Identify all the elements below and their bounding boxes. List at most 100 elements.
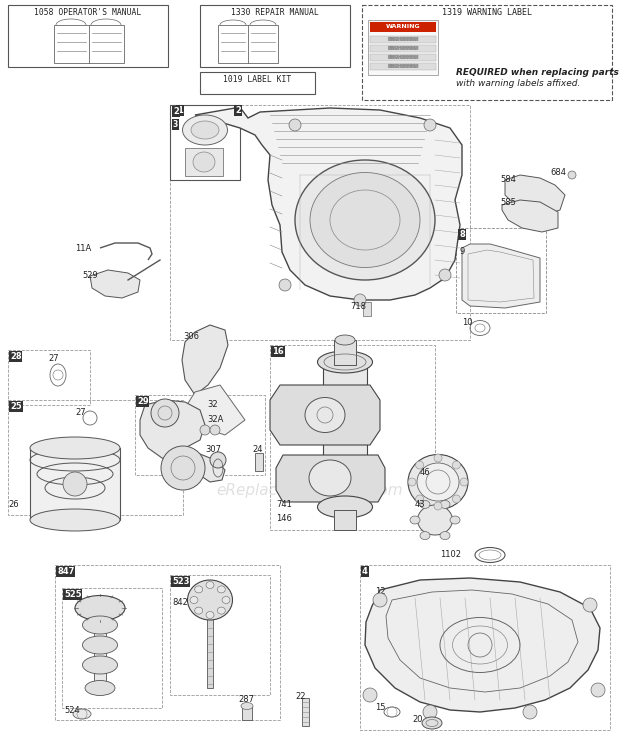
Bar [456, 228, 546, 313]
Ellipse shape [191, 121, 219, 139]
Bar [270, 345, 435, 530]
Circle shape [415, 495, 423, 503]
Bar [170, 105, 470, 340]
Ellipse shape [420, 532, 430, 539]
Text: 287: 287 [238, 695, 254, 704]
Ellipse shape [206, 612, 214, 618]
Polygon shape [182, 325, 228, 395]
Text: 20: 20 [412, 715, 422, 724]
Bar [8, 5, 168, 67]
Text: REQUIRED when replacing parts: REQUIRED when replacing parts [456, 68, 619, 77]
Text: 146: 146 [276, 514, 292, 523]
Text: 523: 523 [172, 577, 190, 586]
Text: 1: 1 [177, 106, 183, 115]
Bar [370, 36, 436, 43]
Bar [255, 453, 263, 471]
Text: 1319 WARNING LABEL: 1319 WARNING LABEL [442, 8, 532, 17]
Text: 1019 LABEL KIT: 1019 LABEL KIT [223, 75, 291, 84]
Text: ▓▓▓▓▓▓▓▓▓▓: ▓▓▓▓▓▓▓▓▓▓ [388, 37, 418, 41]
Text: 11A: 11A [75, 244, 91, 253]
Polygon shape [90, 270, 140, 298]
Circle shape [583, 598, 597, 612]
Ellipse shape [182, 115, 228, 145]
Ellipse shape [310, 173, 420, 268]
Ellipse shape [190, 597, 198, 603]
Bar [94, 608, 106, 688]
Text: 28: 28 [10, 352, 22, 361]
Text: ▓▓▓▓▓▓▓▓▓▓: ▓▓▓▓▓▓▓▓▓▓ [388, 55, 418, 59]
Text: eReplacementParts.com: eReplacementParts.com [216, 483, 404, 498]
Ellipse shape [317, 496, 373, 518]
Circle shape [373, 593, 387, 607]
Bar [370, 22, 436, 32]
Polygon shape [365, 578, 600, 712]
Circle shape [523, 705, 537, 719]
Ellipse shape [218, 586, 225, 593]
Polygon shape [462, 244, 540, 308]
Circle shape [151, 399, 179, 427]
Ellipse shape [82, 616, 118, 634]
Circle shape [289, 119, 301, 131]
Circle shape [453, 495, 461, 503]
Text: 2: 2 [173, 107, 179, 116]
Circle shape [434, 454, 442, 462]
Ellipse shape [440, 501, 450, 508]
Circle shape [453, 461, 461, 469]
Text: ▓▓▓▓▓▓▓▓▓▓: ▓▓▓▓▓▓▓▓▓▓ [388, 64, 418, 68]
Text: 43: 43 [415, 500, 425, 509]
Text: 12: 12 [375, 587, 386, 596]
Circle shape [63, 472, 87, 496]
Bar [323, 362, 367, 507]
Text: 684: 684 [550, 168, 566, 177]
Ellipse shape [75, 595, 125, 620]
Ellipse shape [206, 582, 214, 589]
Text: 718: 718 [350, 302, 366, 311]
Circle shape [363, 688, 377, 702]
Circle shape [200, 425, 210, 435]
Text: 1102: 1102 [440, 550, 461, 559]
Circle shape [354, 294, 366, 306]
Text: with warning labels affixed.: with warning labels affixed. [456, 79, 580, 88]
Text: 15: 15 [375, 703, 386, 712]
Ellipse shape [408, 455, 468, 510]
Text: 524: 524 [64, 706, 80, 715]
Bar [200, 72, 315, 94]
Polygon shape [195, 108, 462, 300]
Ellipse shape [195, 607, 203, 614]
Text: 29: 29 [137, 397, 149, 406]
Bar [185, 148, 223, 176]
Text: 27: 27 [75, 408, 86, 417]
Text: 1058 OPERATOR'S MANUAL: 1058 OPERATOR'S MANUAL [34, 8, 141, 17]
Text: 307: 307 [205, 445, 221, 454]
Ellipse shape [450, 516, 460, 524]
Text: 32A: 32A [207, 415, 223, 424]
Bar [370, 45, 436, 52]
Bar [360, 565, 610, 730]
Ellipse shape [317, 351, 373, 373]
Bar [170, 105, 240, 180]
Ellipse shape [417, 463, 459, 501]
Text: 26: 26 [8, 500, 19, 509]
Circle shape [210, 452, 226, 468]
Ellipse shape [218, 607, 225, 614]
Bar [370, 54, 436, 61]
Ellipse shape [305, 397, 345, 432]
Bar [8, 400, 183, 515]
Circle shape [568, 171, 576, 179]
Text: 584: 584 [500, 175, 516, 184]
Bar [170, 575, 270, 695]
Bar [218, 25, 278, 63]
Bar [54, 25, 124, 63]
Ellipse shape [193, 152, 215, 172]
Ellipse shape [73, 709, 91, 719]
Text: 3: 3 [173, 120, 179, 129]
Text: 10: 10 [462, 318, 472, 327]
Text: 24: 24 [252, 445, 262, 454]
Bar [368, 20, 438, 75]
Text: 46: 46 [420, 468, 431, 477]
Ellipse shape [309, 460, 351, 496]
Text: 8: 8 [459, 230, 465, 239]
Circle shape [210, 425, 220, 435]
Polygon shape [505, 175, 565, 215]
Text: ▓▓▓▓▓▓▓▓▓▓: ▓▓▓▓▓▓▓▓▓▓ [388, 46, 418, 50]
